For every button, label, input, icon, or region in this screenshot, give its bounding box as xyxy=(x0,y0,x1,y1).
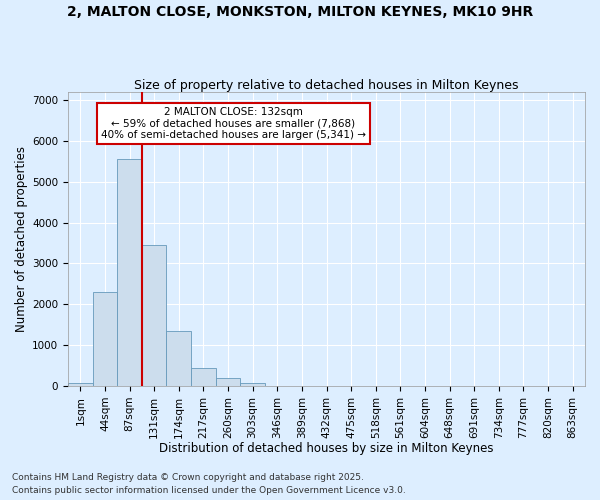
Text: Contains public sector information licensed under the Open Government Licence v3: Contains public sector information licen… xyxy=(12,486,406,495)
Text: 2 MALTON CLOSE: 132sqm
← 59% of detached houses are smaller (7,868)
40% of semi-: 2 MALTON CLOSE: 132sqm ← 59% of detached… xyxy=(101,106,366,140)
Y-axis label: Number of detached properties: Number of detached properties xyxy=(15,146,28,332)
Text: Contains HM Land Registry data © Crown copyright and database right 2025.: Contains HM Land Registry data © Crown c… xyxy=(12,474,364,482)
Title: Size of property relative to detached houses in Milton Keynes: Size of property relative to detached ho… xyxy=(134,79,519,92)
Bar xyxy=(191,368,216,386)
X-axis label: Distribution of detached houses by size in Milton Keynes: Distribution of detached houses by size … xyxy=(159,442,494,455)
Bar xyxy=(166,331,191,386)
Bar xyxy=(216,378,241,386)
Bar xyxy=(117,160,142,386)
Text: 2, MALTON CLOSE, MONKSTON, MILTON KEYNES, MK10 9HR: 2, MALTON CLOSE, MONKSTON, MILTON KEYNES… xyxy=(67,5,533,19)
Bar xyxy=(92,292,117,386)
Bar xyxy=(241,382,265,386)
Bar xyxy=(142,245,166,386)
Bar xyxy=(68,383,92,386)
